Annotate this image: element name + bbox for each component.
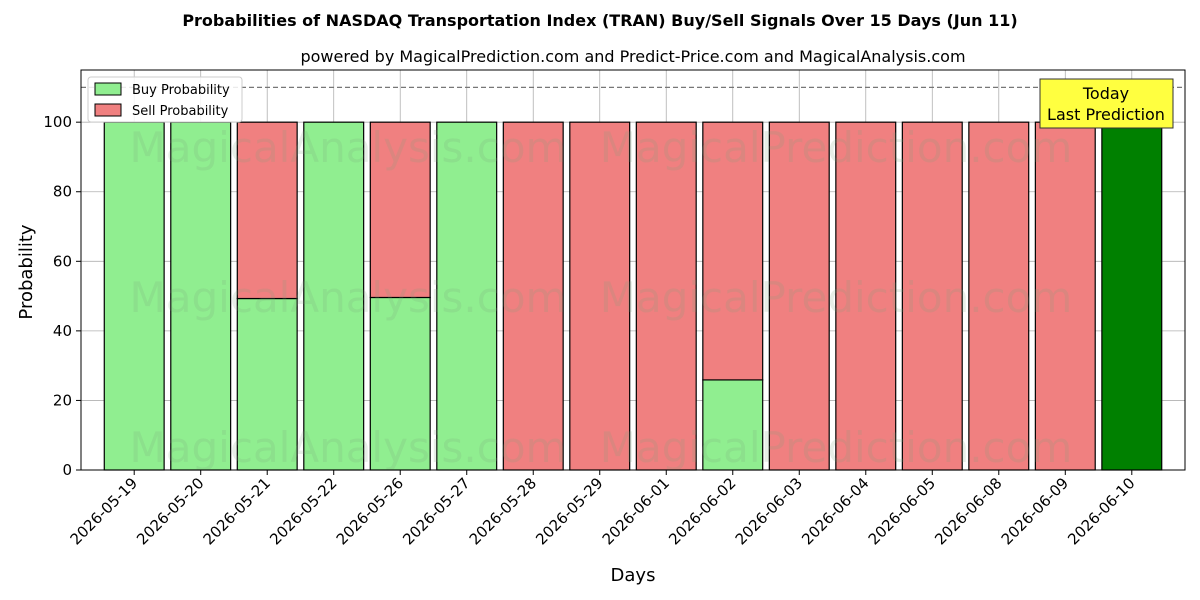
bars	[103, 121, 1163, 471]
legend-box	[87, 76, 243, 123]
x-tick-label: 2026-05-27	[399, 474, 473, 548]
bar-sell	[236, 121, 298, 300]
chart-subtitle: powered by MagicalPrediction.com and Pre…	[300, 47, 965, 66]
watermark-text: MagicalAnalysis.com	[130, 423, 567, 472]
annotation-line-2: Last Prediction	[1047, 105, 1165, 124]
bar-sell	[968, 121, 1030, 471]
bar-buy	[702, 379, 764, 471]
x-tick-label: 2026-06-09	[998, 474, 1072, 548]
bar-buy	[1101, 121, 1163, 471]
legend-label-sell: Sell Probability	[132, 104, 229, 119]
x-tick-label: 2026-06-05	[865, 474, 939, 548]
bar-buy	[436, 121, 498, 471]
x-tick-label: 2026-06-01	[599, 474, 673, 548]
bar-sell	[502, 121, 564, 471]
x-tick-label: 2026-05-26	[333, 474, 407, 548]
x-tick-label: 2026-06-08	[931, 474, 1005, 548]
bar-sell	[901, 121, 963, 471]
bar-sell	[835, 121, 897, 471]
bar-sell	[1034, 121, 1096, 471]
watermark-text: MagicalPrediction.com	[600, 273, 1073, 322]
bar-sell	[702, 121, 764, 381]
x-axis-ticks: 2026-05-192026-05-202026-05-212026-05-22…	[67, 470, 1139, 548]
y-axis-label: Probability	[16, 224, 37, 319]
bar-sell	[369, 121, 431, 299]
bar-sell	[768, 121, 830, 471]
y-tick-label: 100	[43, 113, 72, 131]
today-annotation: Today Last Prediction	[1039, 78, 1174, 129]
watermark-text: MagicalAnalysis.com	[130, 123, 567, 172]
x-tick-label: 2026-06-04	[798, 474, 872, 548]
y-tick-label: 80	[53, 183, 72, 201]
watermarks: MagicalAnalysis.com MagicalPrediction.com…	[130, 123, 1073, 472]
x-tick-label: 2026-05-22	[266, 474, 340, 548]
bar-buy	[369, 296, 431, 471]
bar-sell	[569, 121, 631, 471]
legend-swatch-buy	[94, 82, 122, 96]
watermark-text: MagicalPrediction.com	[600, 123, 1073, 172]
y-tick-label: 60	[53, 252, 72, 270]
y-axis-ticks: 0 20 40 60 80 100	[43, 113, 81, 479]
x-tick-label: 2026-05-29	[532, 474, 606, 548]
legend: Buy Probability Sell Probability	[87, 76, 243, 123]
x-tick-label: 2026-06-03	[732, 474, 806, 548]
annotation-line-1: Today	[1082, 84, 1129, 103]
y-tick-label: 20	[53, 391, 72, 409]
watermark-text: MagicalAnalysis.com	[130, 273, 567, 322]
chart-title: Probabilities of NASDAQ Transportation I…	[182, 11, 1017, 30]
legend-label-buy: Buy Probability	[132, 83, 230, 98]
y-tick-label: 40	[53, 322, 72, 340]
y-tick-label: 0	[62, 461, 72, 479]
x-tick-label: 2026-05-21	[200, 474, 274, 548]
bar-buy	[303, 121, 365, 471]
x-tick-label: 2026-06-02	[665, 474, 739, 548]
annotation-box	[1039, 78, 1174, 129]
x-tick-label: 2026-06-10	[1064, 474, 1138, 548]
plot-frame	[80, 69, 1186, 471]
x-axis-label: Days	[611, 565, 656, 586]
x-tick-label: 2026-05-19	[67, 474, 141, 548]
bar-buy	[236, 297, 298, 471]
watermark-text: MagicalPrediction.com	[600, 423, 1073, 472]
bar-sell	[635, 121, 697, 471]
legend-swatch-sell	[94, 103, 122, 117]
x-tick-label: 2026-05-28	[466, 474, 540, 548]
x-tick-label: 2026-05-20	[133, 474, 207, 548]
